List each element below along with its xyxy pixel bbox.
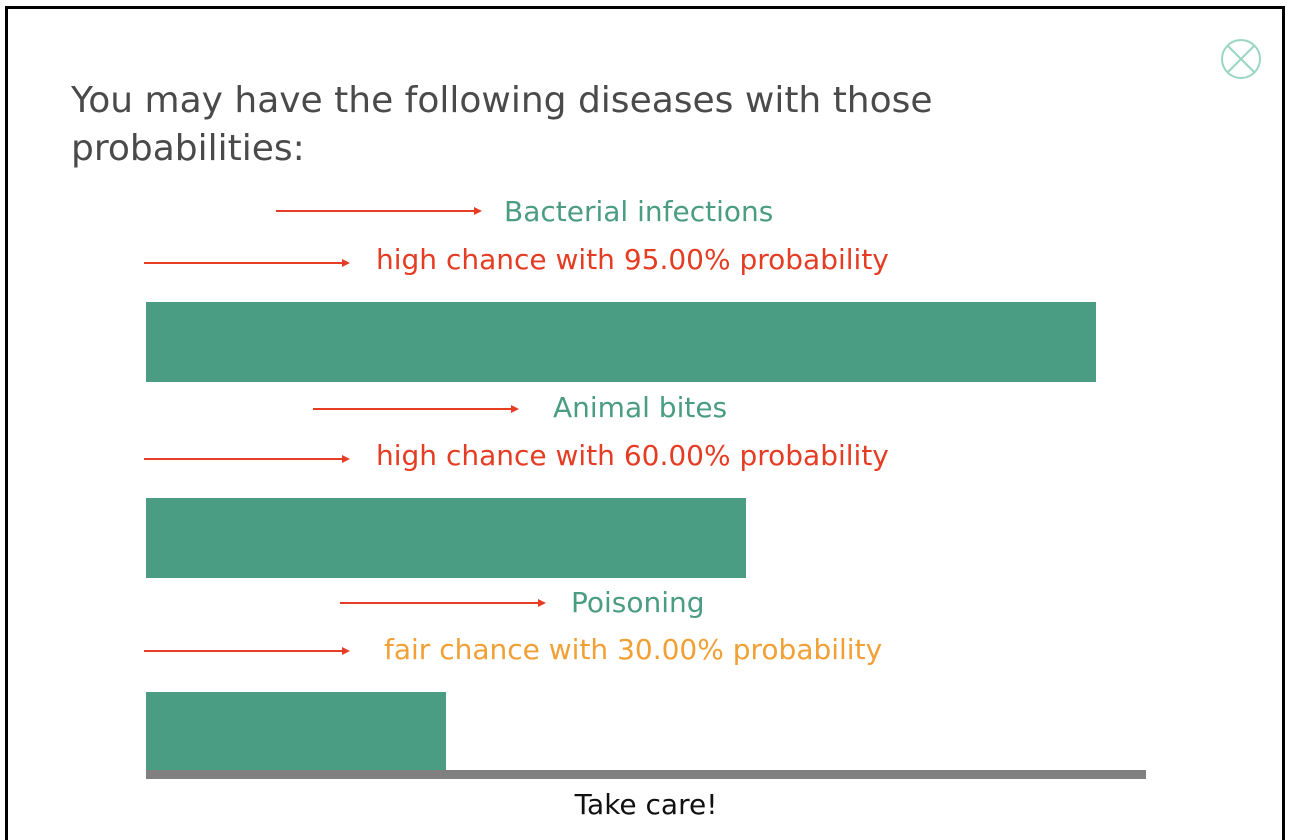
disease-name: Bacterial infections [504, 195, 774, 228]
probability-text: high chance with 95.00% probability [376, 243, 889, 276]
page-title: You may have the following diseases with… [71, 80, 933, 169]
probability-bar [146, 302, 1096, 382]
arrow-right-icon [144, 259, 350, 267]
disease-name: Animal bites [553, 391, 728, 424]
footer-message: Take care! [574, 788, 718, 821]
probability-bar [146, 498, 746, 578]
results-modal: You may have the following diseases with… [5, 6, 1285, 840]
arrow-right-icon [313, 405, 519, 413]
arrow-right-icon [340, 599, 546, 607]
disease-name: Poisoning [571, 586, 705, 619]
probability-text: fair chance with 30.00% probability [384, 633, 883, 666]
arrow-right-icon [276, 207, 482, 215]
close-button[interactable] [1220, 38, 1262, 80]
close-circle-icon [1221, 39, 1261, 79]
probability-text: high chance with 60.00% probability [376, 439, 889, 472]
probability-bar [146, 692, 446, 772]
arrow-right-icon [144, 455, 350, 463]
arrow-right-icon [144, 647, 350, 655]
chart-baseline [146, 770, 1146, 779]
